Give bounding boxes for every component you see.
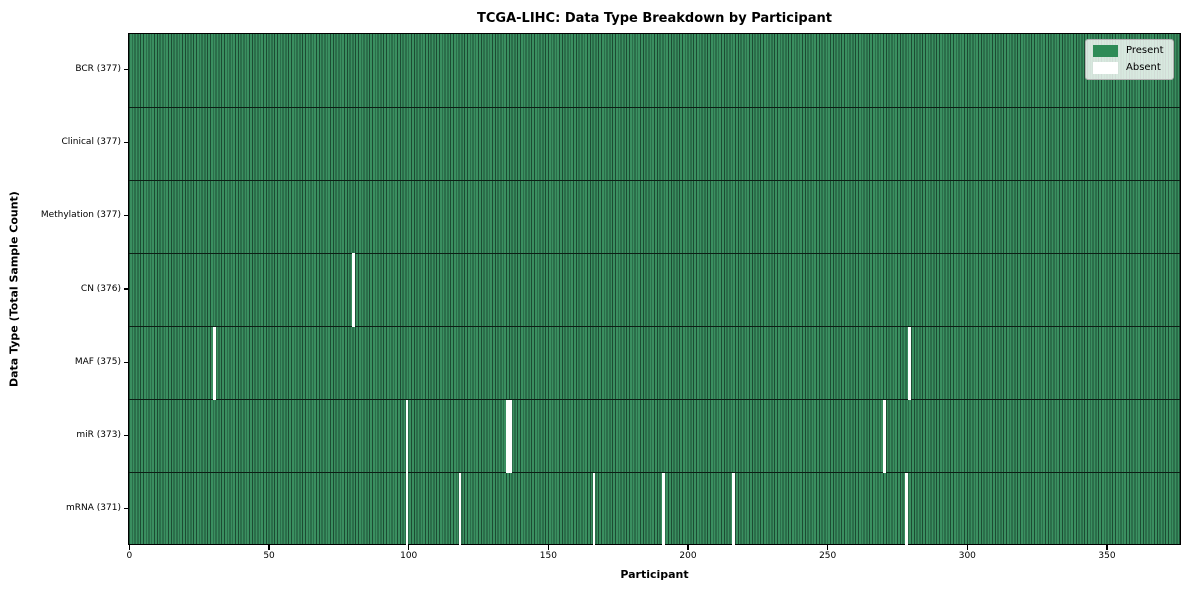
absent-gap-miR-99 — [405, 399, 409, 473]
absent-gap-MAF-279 — [908, 326, 912, 400]
x-axis-label: Participant — [620, 568, 689, 581]
x-tick-label-250: 250 — [819, 551, 837, 561]
legend-swatch-present — [1093, 45, 1118, 57]
row-separator — [129, 399, 1180, 401]
x-tick-label-100: 100 — [400, 551, 418, 561]
absent-gap-mRNA-166 — [592, 472, 596, 546]
x-tick-mark — [966, 545, 968, 550]
legend-label-absent: Absent — [1126, 62, 1161, 73]
absent-gap-mRNA-99 — [405, 472, 409, 546]
y-tick-mark — [123, 142, 128, 144]
row-separator — [129, 252, 1180, 255]
legend: Present Absent — [1085, 39, 1174, 80]
y-tick-label-Methylation: Methylation (377) — [40, 210, 121, 221]
x-tick-label-50: 50 — [263, 551, 275, 561]
x-tick-label-200: 200 — [679, 551, 697, 561]
legend-item-present: Present — [1093, 45, 1164, 57]
legend-swatch-absent — [1093, 62, 1118, 74]
absent-gap-mRNA-118 — [458, 472, 462, 546]
y-tick-label-CN: CN (376) — [80, 283, 121, 294]
y-tick-mark — [123, 288, 128, 290]
absent-gap-miR-135 — [506, 399, 509, 473]
absent-gap-miR-270 — [883, 399, 886, 473]
x-tick-mark — [1106, 545, 1108, 550]
absent-gap-CN-80 — [352, 253, 356, 327]
x-tick-mark — [547, 545, 549, 550]
y-tick-label-miR: miR (373) — [76, 429, 121, 440]
row-separator — [129, 106, 1180, 108]
x-tick-label-350: 350 — [1098, 551, 1116, 561]
absent-gap-MAF-30 — [212, 326, 216, 400]
row-separator — [129, 472, 1180, 474]
x-tick-mark — [268, 545, 270, 550]
row-separator — [129, 325, 1180, 328]
y-tick-label-MAF: MAF (375) — [74, 356, 121, 367]
x-tick-label-150: 150 — [539, 551, 557, 561]
y-tick-mark — [123, 215, 128, 217]
y-tick-label-BCR: BCR (377) — [75, 64, 121, 75]
absent-gap-mRNA-191 — [662, 472, 666, 546]
y-tick-mark — [123, 361, 128, 363]
x-tick-mark — [827, 545, 829, 550]
row-separator — [129, 179, 1180, 181]
legend-item-absent: Absent — [1093, 62, 1164, 74]
absent-gap-mRNA-216 — [732, 472, 736, 546]
x-tick-label-0: 0 — [126, 551, 133, 561]
x-tick-label-300: 300 — [958, 551, 976, 561]
y-tick-label-Clinical: Clinical (377) — [61, 137, 121, 148]
absent-gap-mRNA-278 — [905, 472, 909, 546]
y-tick-mark — [123, 507, 128, 510]
x-tick-mark — [408, 545, 410, 550]
legend-label-present: Present — [1126, 45, 1164, 56]
x-tick-mark — [687, 545, 689, 550]
chart-title: TCGA-LIHC: Data Type Breakdown by Partic… — [477, 11, 832, 26]
y-tick-label-mRNA: mRNA (371) — [66, 502, 121, 513]
x-tick-mark — [128, 545, 130, 550]
y-tick-mark — [123, 68, 128, 71]
absent-gap-miR-136 — [508, 399, 512, 473]
plot-area — [128, 33, 1181, 546]
y-tick-mark — [123, 434, 128, 436]
